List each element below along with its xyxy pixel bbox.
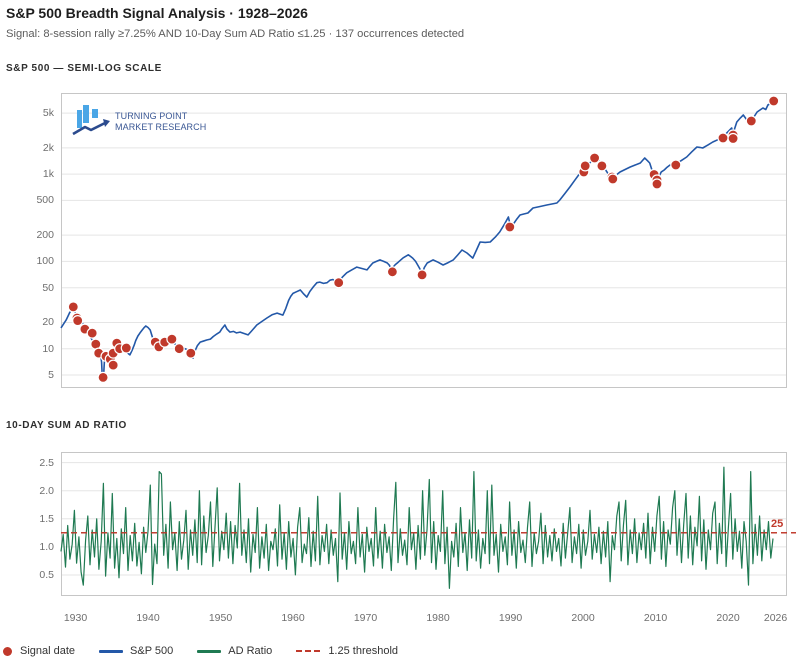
legend-item-threshold: 1.25 threshold <box>296 644 398 658</box>
turning-point-logo: TURNING POINT MARKET RESEARCH <box>72 101 232 137</box>
page-title: S&P 500 Breadth Signal Analysis · 1928–2… <box>6 5 308 21</box>
signal-dot[interactable] <box>651 178 663 190</box>
legend-label: AD Ratio <box>228 645 273 657</box>
logo-line-2: MARKET RESEARCH <box>115 122 207 132</box>
y-tick-label: 200 <box>36 229 54 242</box>
y-tick-label: 1.5 <box>39 512 54 525</box>
x-tick-label: 1990 <box>498 612 523 624</box>
signal-dot[interactable] <box>717 132 729 144</box>
y-tick-label: 2.0 <box>39 484 54 497</box>
dashed-line-icon <box>296 650 321 652</box>
signal-dot[interactable] <box>86 327 98 339</box>
logo-arrowhead <box>103 119 110 127</box>
y-tick-label: 2k <box>42 141 54 154</box>
signal-dot[interactable] <box>97 371 109 383</box>
signal-dot[interactable] <box>72 315 84 327</box>
signal-dot[interactable] <box>333 277 345 289</box>
signal-dot[interactable] <box>166 333 178 345</box>
page-subtitle: Signal: 8-session rally ≥7.25% AND 10-Da… <box>6 28 465 40</box>
logo-arrow <box>72 121 106 136</box>
y-tick-label: 50 <box>42 281 54 294</box>
logo-line-1: TURNING POINT <box>115 111 188 121</box>
x-tick-label: 2020 <box>716 612 740 624</box>
y-tick-label: 5k <box>42 107 54 120</box>
price-chart-title: S&P 500 — SEMI-LOG SCALE <box>6 63 162 74</box>
signal-dot[interactable] <box>670 159 682 171</box>
x-tick-label: 2000 <box>571 612 595 624</box>
x-tick-label: 2010 <box>643 612 668 624</box>
signal-dot[interactable] <box>120 342 132 354</box>
x-tick-label: 1960 <box>281 612 305 624</box>
bar-chart-arrow-icon <box>72 105 110 136</box>
signal-dot[interactable] <box>596 160 608 172</box>
sp500-line-icon <box>99 649 124 653</box>
legend-item-ad-ratio: AD Ratio <box>197 644 272 658</box>
y-tick-label: 5 <box>48 369 54 381</box>
signal-dot[interactable] <box>416 269 428 281</box>
signal-dot[interactable] <box>504 221 516 233</box>
logo-bar <box>83 105 89 123</box>
sp500-chart: TURNING POINT MARKET RESEARCH <box>60 93 787 388</box>
signal-dot[interactable] <box>173 343 185 355</box>
legend-item-signal-date: Signal date <box>3 644 75 658</box>
threshold-label: 25 <box>771 518 784 530</box>
ad-ratio-line-icon <box>197 649 222 653</box>
signal-dot[interactable] <box>588 152 601 164</box>
signal-dot[interactable] <box>386 266 398 278</box>
signal-dot[interactable] <box>107 359 119 371</box>
signal-dot[interactable] <box>727 132 739 145</box>
sp500-line <box>60 101 774 379</box>
logo-bar <box>77 110 82 128</box>
legend-label: Signal date <box>20 645 76 657</box>
x-tick-label: 2026 <box>763 612 788 624</box>
plot-frame <box>61 93 787 388</box>
y-tick-label: 0.5 <box>39 568 54 581</box>
ad-ratio-line <box>60 466 774 589</box>
sp500-chart-canvas <box>60 93 787 388</box>
ad-ratio-chart <box>60 452 796 596</box>
logo-bar <box>92 109 98 118</box>
legend-label: 1.25 threshold <box>328 645 399 657</box>
y-tick-label: 100 <box>36 255 54 268</box>
x-tick-label: 1970 <box>353 612 378 624</box>
y-tick-label: 10 <box>42 342 54 355</box>
ad-ratio-chart-canvas <box>60 452 796 596</box>
x-tick-label: 1950 <box>208 612 233 624</box>
legend: Signal date S&P 500 AD Ratio 1.25 thresh… <box>3 644 422 658</box>
legend-label: S&P 500 <box>130 645 174 657</box>
y-tick-label: 1.0 <box>39 540 54 553</box>
x-tick-label: 1940 <box>136 612 160 624</box>
legend-item-sp500: S&P 500 <box>99 644 173 658</box>
y-tick-label: 500 <box>36 194 54 207</box>
ad-ratio-chart-title: 10-DAY SUM AD RATIO <box>6 420 127 431</box>
plot-frame <box>61 452 787 596</box>
signal-dot[interactable] <box>579 160 591 172</box>
signal-dot[interactable] <box>745 115 757 127</box>
x-tick-label: 1930 <box>63 612 88 624</box>
x-tick-label: 1980 <box>426 612 450 624</box>
signal-dot-icon <box>3 646 12 656</box>
signal-dot[interactable] <box>607 173 619 185</box>
signal-dot[interactable] <box>67 301 79 313</box>
y-tick-label: 2.5 <box>39 456 54 469</box>
y-tick-label: 1k <box>42 168 54 181</box>
signal-dot[interactable] <box>768 95 780 107</box>
y-tick-label: 20 <box>42 316 54 329</box>
signal-dot[interactable] <box>185 347 197 359</box>
